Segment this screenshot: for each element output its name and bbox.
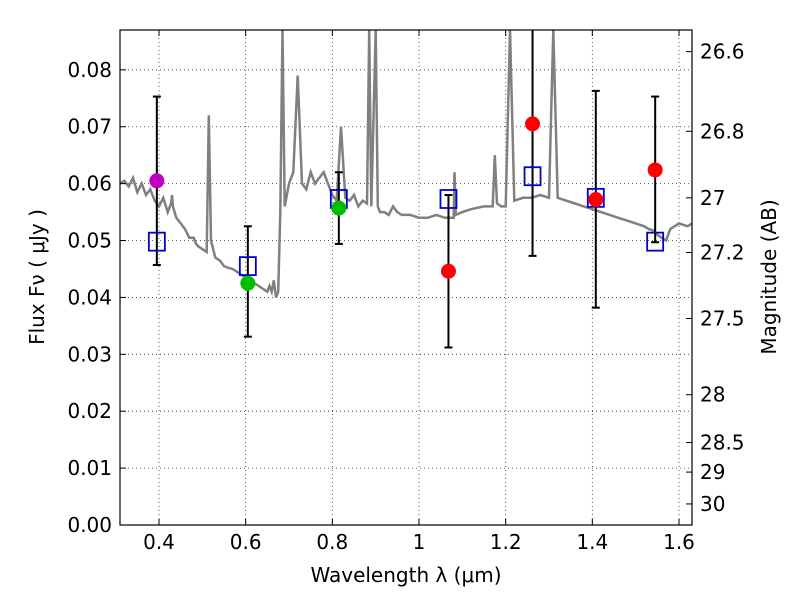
- y-tick-label: 0.05: [67, 229, 112, 253]
- observed-flux-point: [525, 116, 541, 132]
- y-tick-label: 0.02: [67, 399, 112, 423]
- model-flux-square: [646, 231, 665, 252]
- grid-lines: [120, 30, 692, 526]
- magnitude-tick-label: 30: [700, 492, 725, 516]
- observed-flux-point: [331, 200, 347, 216]
- observed-flux-point: [240, 275, 256, 291]
- magnitude-tick-label: 26.8: [700, 119, 745, 143]
- model-flux-square: [147, 231, 166, 252]
- x-tick-label: 0.8: [316, 530, 348, 554]
- y-axis-title: Flux Fν ( μJy ): [25, 209, 49, 345]
- x-tick-label: 1.2: [490, 530, 522, 554]
- y-tick-label: 0.04: [67, 285, 112, 309]
- x-axis-title: Wavelength λ (μm): [310, 563, 501, 587]
- y-axis-ticks: 0.00 0.01 0.02 0.03 0.04 0.05 0.06 0.07 0.08: [67, 58, 126, 537]
- right-magnitude-ticks: 26.6 26.8 27 27.2 27.5 28 28.5 29 30: [686, 40, 745, 516]
- model-flux-square: [238, 256, 257, 277]
- y-tick-label: 0.08: [67, 58, 112, 82]
- x-axis-ticks: 0.4 0.6 0.8 1 1.2 1.4 1.6: [143, 30, 695, 554]
- x-tick-label: 0.4: [143, 530, 175, 554]
- model-flux-square: [439, 189, 458, 209]
- observed-flux-point: [440, 263, 456, 279]
- magnitude-tick-label: 26.6: [700, 40, 745, 64]
- observed-flux-point: [647, 162, 663, 178]
- y-tick-label: 0.00: [67, 513, 112, 537]
- plot-frame: [119, 29, 693, 526]
- observed-flux-point: [588, 192, 604, 208]
- magnitude-tick-label: 28.5: [700, 431, 745, 455]
- magnitude-tick-label: 27: [700, 186, 725, 210]
- error-bars: [152, 30, 660, 349]
- y-tick-label: 0.03: [67, 342, 112, 366]
- x-tick-label: 1.4: [576, 530, 608, 554]
- model-flux-square: [523, 166, 542, 187]
- x-tick-label: 1: [413, 530, 426, 554]
- model-spectrum: [120, 30, 692, 298]
- observed-flux-point: [149, 173, 165, 189]
- spectrum-line: [120, 30, 692, 298]
- y-tick-label: 0.07: [67, 115, 112, 139]
- magnitude-tick-label: 28: [700, 383, 725, 407]
- model-bandpass-markers: [147, 166, 665, 277]
- x-tick-label: 1.6: [663, 530, 695, 554]
- x-tick-label: 0.6: [230, 530, 262, 554]
- y-tick-label: 0.06: [67, 172, 112, 196]
- right-axis-title: Magnitude (AB): [757, 199, 781, 354]
- y-tick-label: 0.01: [67, 456, 112, 480]
- magnitude-tick-label: 27.5: [700, 306, 745, 330]
- magnitude-tick-label: 27.2: [700, 240, 745, 264]
- magnitude-tick-label: 29: [700, 460, 725, 484]
- observed-flux-markers: [149, 116, 663, 291]
